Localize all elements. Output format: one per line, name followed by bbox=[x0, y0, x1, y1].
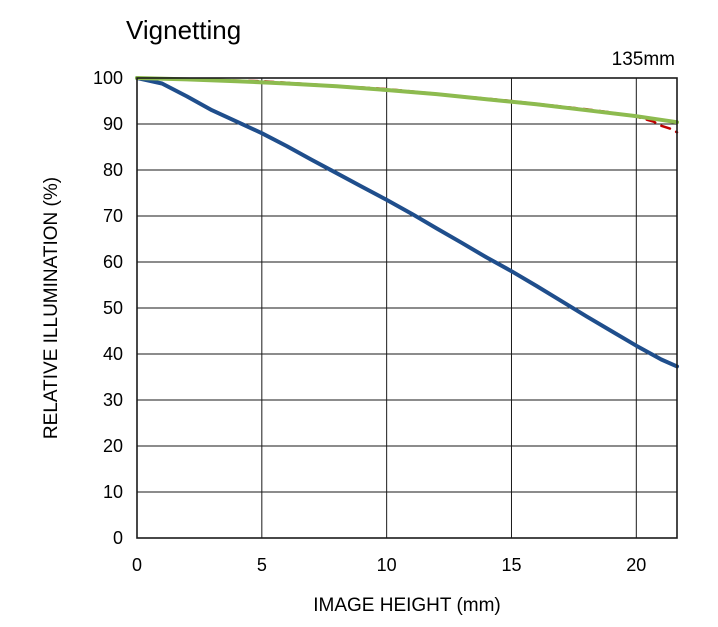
series-line-1 bbox=[135, 76, 679, 369]
tick-labels: 0 10 20 30 40 50 60 70 80 90 100 0 5 10 15 20 bbox=[93, 68, 646, 575]
y-tick-label: 90 bbox=[103, 114, 123, 134]
series-group bbox=[135, 76, 679, 369]
plot-frame bbox=[136, 77, 678, 539]
y-axis-label: RELATIVE ILLUMINATION (%) bbox=[41, 177, 62, 439]
y-tick-label: 20 bbox=[103, 436, 123, 456]
y-tick-label: 10 bbox=[103, 482, 123, 502]
x-axis-label: IMAGE HEIGHT (mm) bbox=[313, 595, 501, 616]
x-tick-label: 15 bbox=[501, 555, 521, 575]
chart-title: Vignetting bbox=[126, 15, 241, 45]
x-tick-label: 5 bbox=[257, 555, 267, 575]
y-tick-label: 40 bbox=[103, 344, 123, 364]
chart-subtitle: 135mm bbox=[612, 49, 675, 70]
x-tick-label: 0 bbox=[132, 555, 142, 575]
y-tick-label: 70 bbox=[103, 206, 123, 226]
y-tick-label: 0 bbox=[113, 528, 123, 548]
y-tick-label: 100 bbox=[93, 68, 123, 88]
y-tick-label: 50 bbox=[103, 298, 123, 318]
y-tick-label: 60 bbox=[103, 252, 123, 272]
y-tick-label: 30 bbox=[103, 390, 123, 410]
x-tick-label: 20 bbox=[626, 555, 646, 575]
grid bbox=[136, 77, 677, 539]
y-tick-label: 80 bbox=[103, 160, 123, 180]
series-line-3 bbox=[135, 76, 679, 125]
x-tick-label: 10 bbox=[377, 555, 397, 575]
